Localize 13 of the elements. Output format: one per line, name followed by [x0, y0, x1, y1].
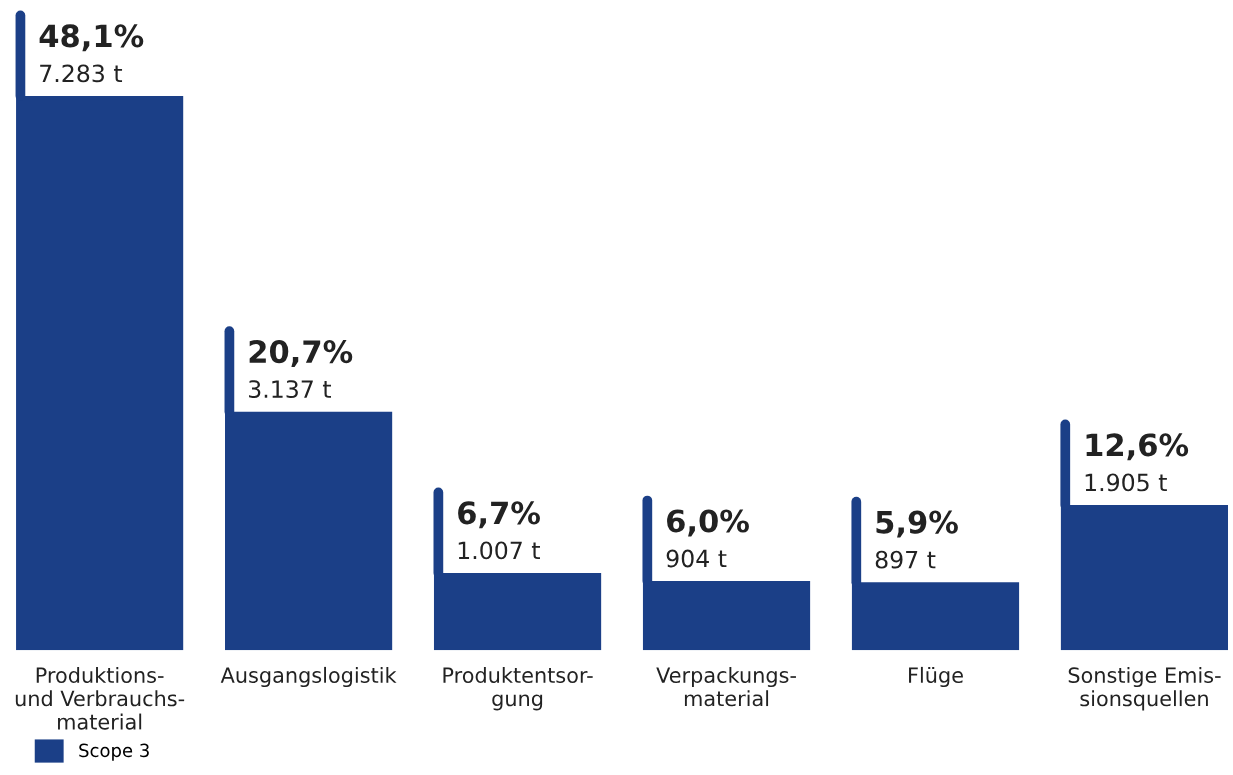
x-tick-label: Sonstige Emis- sionsquellen — [1068, 666, 1221, 711]
data-label: 6,7% 1.007 t — [458, 501, 540, 560]
data-label: 20,7% 3.137 t — [249, 340, 353, 399]
data-label: 48,1% 7.283 t — [39, 24, 144, 83]
x-tick-label: Produktentsor- gung — [443, 666, 593, 711]
data-label: 6,0% 904 t — [666, 509, 749, 568]
x-tick-label: Verpackungs- material — [656, 666, 796, 707]
legend-label: Scope 3 — [79, 743, 149, 761]
data-label: 12,6% 1.905 t — [1085, 433, 1189, 492]
data-label: 5,9% 897 t — [875, 510, 958, 569]
x-tick-label: Produktions- und Verbrauchs- material — [15, 666, 185, 730]
x-tick-label: Flüge — [909, 666, 963, 688]
x-tick-label: Ausgangslogistik — [220, 666, 397, 688]
